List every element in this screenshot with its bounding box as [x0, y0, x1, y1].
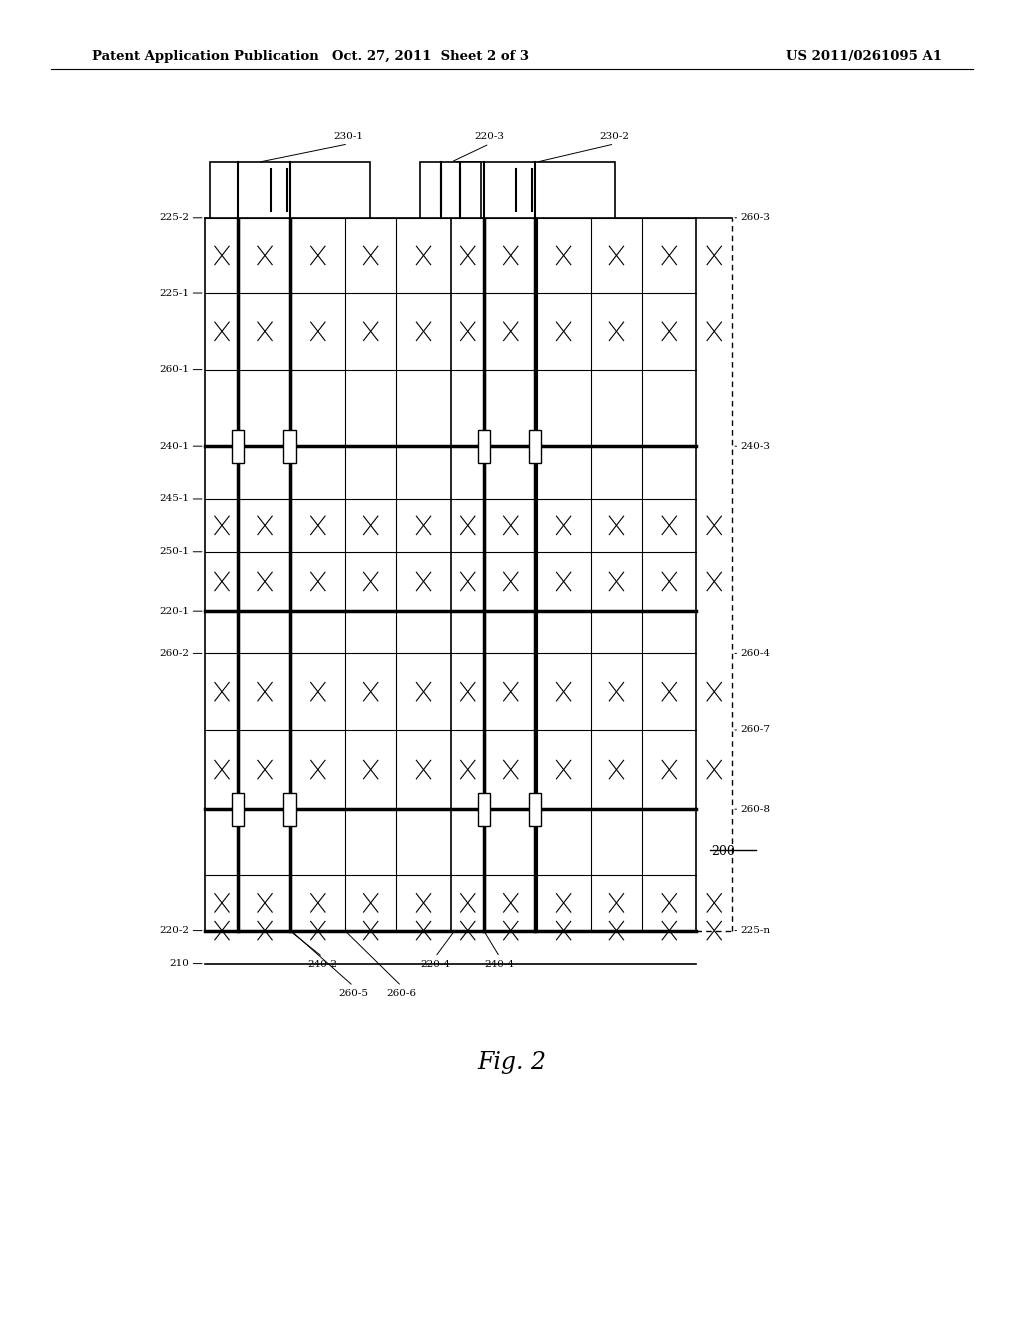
Text: 210: 210 — [170, 960, 189, 968]
Text: 225-1: 225-1 — [160, 289, 189, 297]
Text: 260-1: 260-1 — [160, 366, 189, 374]
Bar — [284, 430, 296, 463]
Text: 220-4: 220-4 — [420, 960, 451, 969]
Bar — [529, 792, 542, 826]
Text: 225-2: 225-2 — [160, 214, 189, 222]
Bar — [477, 430, 489, 463]
Text: 260-3: 260-3 — [740, 214, 770, 222]
Bar — [477, 792, 489, 826]
Text: 260-8: 260-8 — [740, 805, 770, 813]
Text: US 2011/0261095 A1: US 2011/0261095 A1 — [786, 50, 942, 63]
Text: 240-2: 240-2 — [307, 960, 338, 969]
Bar — [231, 430, 244, 463]
Text: 220-2: 220-2 — [160, 927, 189, 935]
Bar — [231, 792, 244, 826]
Text: 230-2: 230-2 — [599, 132, 630, 141]
Text: 260-2: 260-2 — [160, 649, 189, 657]
Text: 245-1: 245-1 — [160, 495, 189, 503]
Text: 200: 200 — [712, 845, 735, 858]
Text: 250-1: 250-1 — [160, 548, 189, 556]
Text: Oct. 27, 2011  Sheet 2 of 3: Oct. 27, 2011 Sheet 2 of 3 — [332, 50, 528, 63]
Text: 260-6: 260-6 — [386, 989, 417, 998]
Bar — [529, 430, 542, 463]
Text: Patent Application Publication: Patent Application Publication — [92, 50, 318, 63]
Text: 240-1: 240-1 — [160, 442, 189, 450]
Text: 230-1: 230-1 — [333, 132, 364, 141]
Bar — [420, 162, 481, 218]
Text: 220-3: 220-3 — [474, 132, 505, 141]
Text: 225-n: 225-n — [740, 927, 770, 935]
Bar — [284, 792, 296, 826]
Text: 240-3: 240-3 — [740, 442, 770, 450]
Bar — [456, 162, 615, 218]
Text: 220-1: 220-1 — [160, 607, 189, 615]
Text: 260-7: 260-7 — [740, 726, 770, 734]
Text: 260-4: 260-4 — [740, 649, 770, 657]
Bar — [210, 162, 370, 218]
Text: 260-5: 260-5 — [338, 989, 369, 998]
Text: 240-4: 240-4 — [484, 960, 515, 969]
Text: Fig. 2: Fig. 2 — [477, 1051, 547, 1074]
